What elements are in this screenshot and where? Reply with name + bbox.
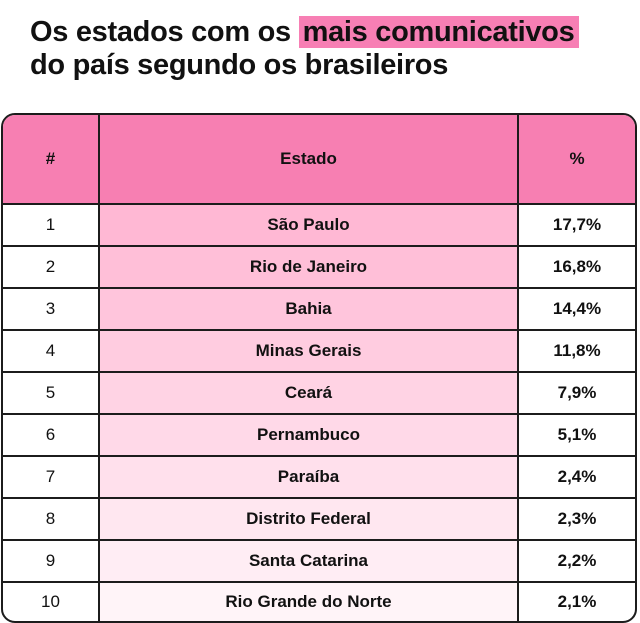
table-row: 10 Rio Grande do Norte 2,1% [3, 583, 635, 621]
rank-cell: 10 [3, 583, 100, 621]
rank-cell: 3 [3, 289, 100, 329]
title-text: Os estados com os [30, 16, 291, 48]
percent-cell: 2,1% [557, 592, 597, 611]
table-row: 2 Rio de Janeiro 16,8% [3, 247, 635, 289]
state-cell: São Paulo [100, 205, 519, 245]
rank-cell: 1 [3, 205, 100, 245]
column-header-percent: % [569, 149, 585, 168]
column-header-rank: # [3, 115, 100, 203]
table-row: 6 Pernambuco 5,1% [3, 415, 635, 457]
percent-cell: 11,8% [553, 341, 601, 360]
percent-cell: 2,2% [557, 551, 597, 570]
percent-cell: 17,7% [552, 215, 602, 234]
table-row: 9 Santa Catarina 2,2% [3, 541, 635, 583]
table-header: # Estado % [3, 115, 635, 205]
rank-cell: 4 [3, 331, 100, 371]
state-cell: Pernambuco [100, 415, 519, 455]
state-cell: Santa Catarina [100, 541, 519, 581]
table-row: 1 São Paulo 17,7% [3, 205, 635, 247]
rank-cell: 2 [3, 247, 100, 287]
title-line-2: do país segundo os brasileiros [30, 49, 449, 81]
percent-cell: 5,1% [557, 425, 597, 444]
state-cell: Rio Grande do Norte [100, 583, 519, 621]
state-cell: Minas Gerais [100, 331, 519, 371]
percent-cell: 7,9% [557, 383, 597, 402]
state-cell: Ceará [100, 373, 519, 413]
column-header-state: Estado [100, 115, 519, 203]
state-cell: Bahia [100, 289, 519, 329]
percent-cell: 2,4% [557, 467, 597, 486]
table-row: 8 Distrito Federal 2,3% [3, 499, 635, 541]
title-line-1: Os estados com os mais comunicativos [30, 16, 620, 49]
state-cell: Distrito Federal [100, 499, 519, 539]
table-row: 4 Minas Gerais 11,8% [3, 331, 635, 373]
percent-cell: 16,8% [552, 257, 602, 276]
table-row: 7 Paraíba 2,4% [3, 457, 635, 499]
percent-cell: 2,3% [557, 509, 597, 528]
table-row: 5 Ceará 7,9% [3, 373, 635, 415]
rank-cell: 7 [3, 457, 100, 497]
state-cell: Rio de Janeiro [100, 247, 519, 287]
percent-cell: 14,4% [552, 299, 602, 318]
state-cell: Paraíba [100, 457, 519, 497]
rank-cell: 5 [3, 373, 100, 413]
ranking-table: # Estado % 1 São Paulo 17,7% 2 Rio de Janeir… [1, 113, 637, 623]
table-row: 3 Bahia 14,4% [3, 289, 635, 331]
rank-cell: 8 [3, 499, 100, 539]
table-body: 1 São Paulo 17,7% 2 Rio de Janeiro 16,8% 3 Bahi… [3, 205, 635, 621]
page-title: Os estados com os mais comunicativos do … [30, 16, 620, 82]
rank-cell: 6 [3, 415, 100, 455]
rank-cell: 9 [3, 541, 100, 581]
title-highlight: mais comunicativos [298, 16, 580, 48]
